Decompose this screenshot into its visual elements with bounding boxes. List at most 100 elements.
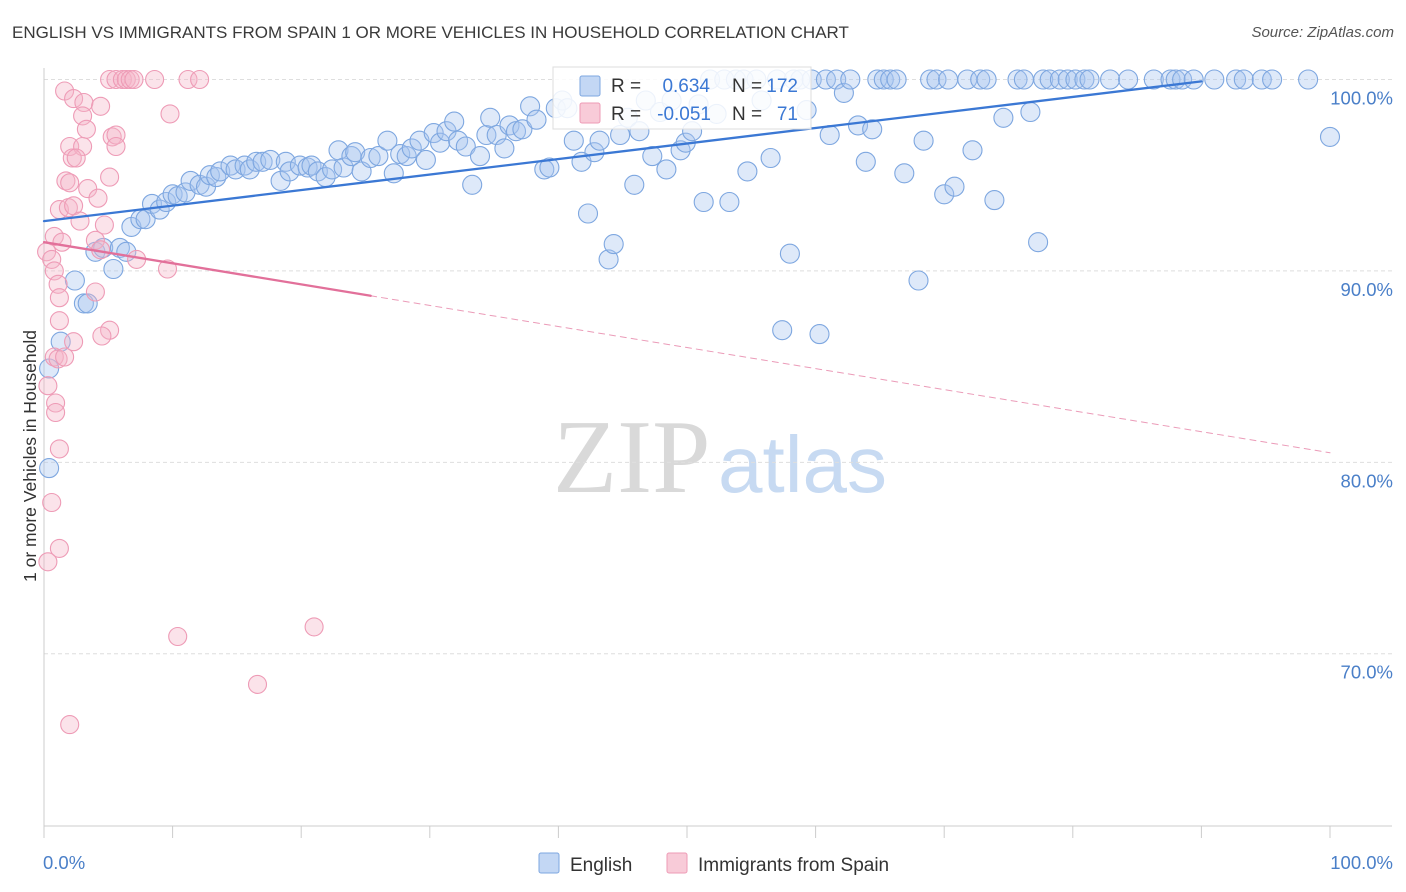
point-english-123 bbox=[855, 151, 876, 172]
point-english-145 bbox=[1020, 101, 1041, 123]
point-english-78 bbox=[563, 130, 584, 151]
point-spain-37 bbox=[100, 320, 120, 340]
gridlines: 100.0% 90.0% 80.0% 70.0% bbox=[44, 78, 1393, 683]
point-spain-22 bbox=[70, 211, 90, 231]
point-english-72 bbox=[526, 109, 547, 130]
point-spain-26 bbox=[85, 230, 105, 250]
point-spain-61 bbox=[190, 69, 210, 90]
trendline-spain-solid-0 bbox=[42, 241, 372, 297]
point-spain-0 bbox=[38, 552, 58, 572]
source-label: Source: ZipAtlas.com bbox=[1251, 24, 1394, 41]
legend-label-english: English bbox=[570, 855, 632, 876]
point-spain-4 bbox=[91, 96, 111, 116]
y-axis-title: 1 or more Vehicles in Household bbox=[20, 330, 40, 582]
watermark-zip: ZIP bbox=[553, 398, 711, 515]
point-english-154 bbox=[1100, 69, 1121, 90]
point-english-141 bbox=[984, 190, 1005, 211]
point-english-25 bbox=[210, 161, 231, 182]
point-spain-35 bbox=[85, 282, 105, 302]
point-english-140 bbox=[976, 69, 997, 90]
point-english-47 bbox=[360, 147, 381, 169]
point-english-48 bbox=[368, 146, 389, 167]
legend-item-english: English bbox=[538, 852, 632, 876]
point-english-117 bbox=[815, 69, 836, 90]
point-spain-49 bbox=[168, 626, 188, 647]
x-tick-label-0: 0.0% bbox=[43, 852, 85, 873]
axes bbox=[43, 68, 1392, 838]
point-spain-13 bbox=[66, 148, 86, 168]
point-english-166 bbox=[1298, 69, 1319, 90]
point-spain-39 bbox=[64, 332, 84, 352]
legend: English Immigrants from Spain bbox=[538, 852, 889, 876]
point-english-156 bbox=[1143, 69, 1164, 90]
point-spain-11 bbox=[106, 136, 126, 157]
point-spain-25 bbox=[52, 232, 72, 252]
stats-n-value-english: 172 bbox=[766, 76, 798, 97]
point-english-74 bbox=[539, 157, 560, 178]
point-english-63 bbox=[469, 146, 491, 167]
point-english-64 bbox=[476, 124, 497, 146]
point-english-57 bbox=[430, 132, 451, 153]
point-english-161 bbox=[1204, 69, 1225, 90]
point-spain-43 bbox=[38, 376, 58, 396]
stats-r-value-english: 0.634 bbox=[662, 76, 710, 97]
data-points bbox=[37, 69, 1341, 735]
point-english-5 bbox=[77, 293, 98, 314]
point-english-130 bbox=[908, 270, 929, 291]
stats-n-label-spain: N = bbox=[732, 104, 762, 125]
point-spain-36 bbox=[49, 311, 69, 331]
point-english-118 bbox=[819, 124, 840, 146]
stats-n-label-english: N = bbox=[732, 76, 762, 97]
watermark-atlas: atlas bbox=[718, 420, 887, 509]
point-english-32 bbox=[260, 149, 281, 170]
point-english-142 bbox=[993, 107, 1014, 128]
point-english-71 bbox=[520, 96, 541, 117]
watermark: ZIP atlas bbox=[553, 398, 887, 515]
point-spain-46 bbox=[49, 439, 69, 459]
point-spain-50 bbox=[304, 617, 324, 637]
point-english-124 bbox=[862, 119, 883, 140]
point-spain-32 bbox=[157, 259, 178, 279]
point-english-61 bbox=[455, 136, 476, 157]
point-english-121 bbox=[840, 69, 861, 90]
point-english-9 bbox=[109, 237, 130, 258]
point-english-82 bbox=[589, 130, 610, 151]
point-english-148 bbox=[1039, 69, 1060, 90]
point-english-139 bbox=[970, 69, 991, 90]
point-english-87 bbox=[624, 174, 645, 195]
legend-swatch-spain bbox=[666, 852, 688, 874]
point-spain-62 bbox=[160, 104, 180, 124]
series-points-spain bbox=[37, 69, 324, 735]
point-english-144 bbox=[1013, 69, 1034, 90]
point-spain-2 bbox=[64, 89, 84, 109]
point-english-3 bbox=[64, 270, 85, 291]
y-tick-label-80: 80.0% bbox=[1341, 470, 1393, 491]
point-english-92 bbox=[656, 159, 677, 180]
point-english-120 bbox=[833, 82, 854, 103]
point-english-162 bbox=[1226, 69, 1247, 90]
point-english-65 bbox=[480, 107, 501, 128]
point-english-80 bbox=[577, 203, 599, 224]
point-spain-38 bbox=[92, 326, 112, 346]
point-english-36 bbox=[289, 155, 310, 176]
point-english-149 bbox=[1049, 69, 1070, 90]
point-english-135 bbox=[938, 69, 959, 90]
point-english-133 bbox=[926, 69, 947, 90]
point-english-132 bbox=[920, 69, 941, 90]
point-english-167 bbox=[1319, 126, 1341, 147]
point-english-38 bbox=[301, 155, 322, 176]
point-english-155 bbox=[1118, 69, 1139, 90]
stats-r-label-english: R = bbox=[611, 76, 641, 97]
point-spain-23 bbox=[94, 215, 114, 235]
x-tick-label-100: 100.0% bbox=[1330, 852, 1393, 873]
point-spain-42 bbox=[55, 347, 75, 367]
point-english-152 bbox=[1074, 69, 1095, 90]
point-english-53 bbox=[401, 138, 422, 159]
trendline-spain-dashed-1 bbox=[370, 295, 1331, 454]
legend-swatch-english bbox=[538, 852, 560, 874]
stats-swatch-english bbox=[579, 75, 601, 97]
point-english-127 bbox=[880, 69, 901, 90]
legend-item-spain: Immigrants from Spain bbox=[666, 852, 889, 876]
point-english-128 bbox=[886, 69, 907, 90]
